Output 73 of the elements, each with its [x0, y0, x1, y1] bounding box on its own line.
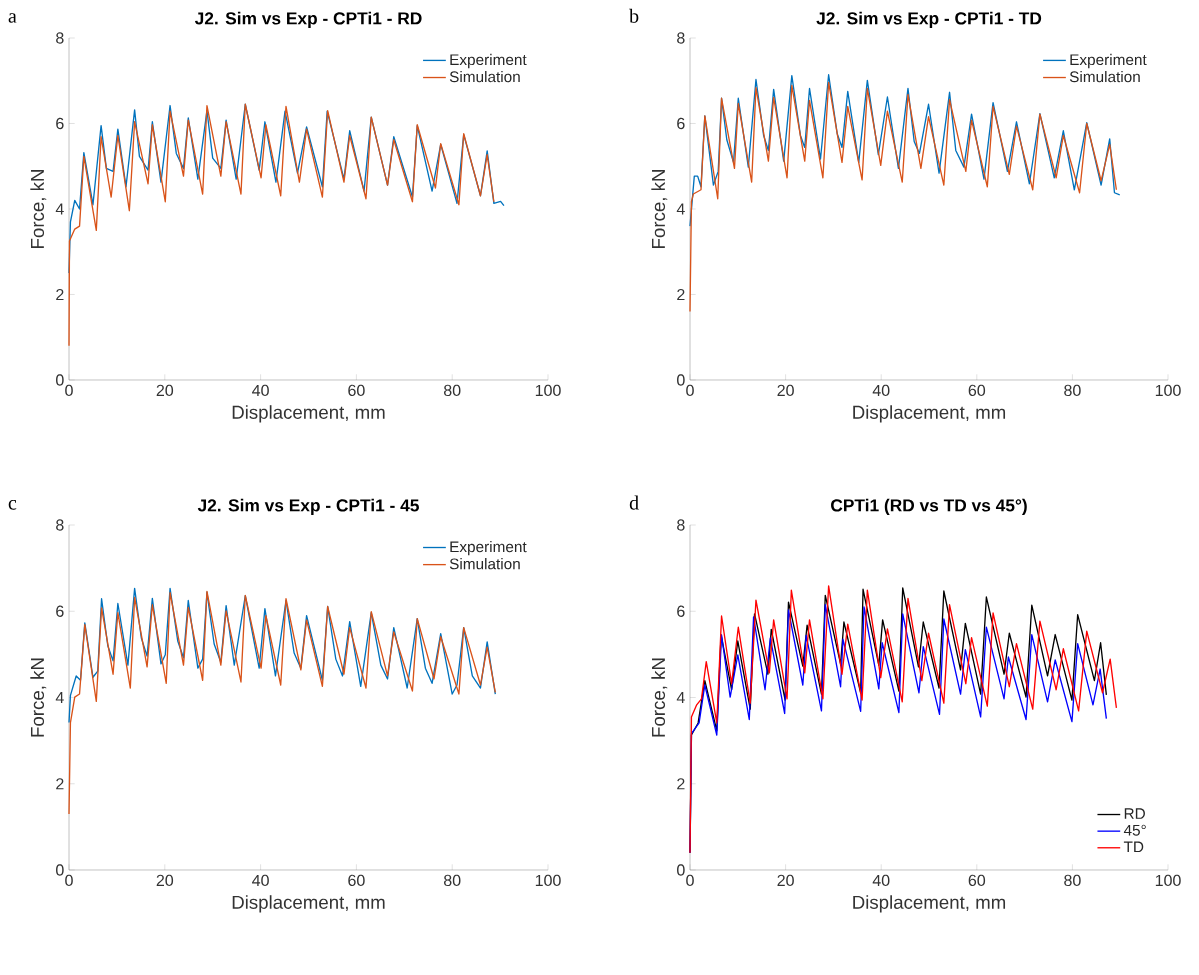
x-tick-label: 60: [968, 384, 986, 397]
x-tick-label: 80: [1064, 874, 1081, 887]
x-tick-label: 60: [348, 384, 365, 397]
x-tick-label: 100: [1155, 874, 1181, 887]
x-tick-label: 0: [65, 874, 73, 887]
legend-label: Simulation: [449, 558, 520, 570]
y-tick-label: 0: [56, 864, 64, 876]
x-tick-label: 20: [156, 874, 174, 887]
x-tick-label: 20: [156, 384, 174, 397]
y-axis-title: Force, kN: [651, 658, 668, 737]
x-tick-label: 100: [1155, 384, 1181, 397]
x-tick-label: 80: [1064, 384, 1081, 397]
y-tick-label: 8: [677, 519, 685, 531]
y-tick-label: 8: [56, 32, 64, 44]
x-axis-title: Displacement, mm: [853, 405, 1006, 423]
x-tick-label: 0: [686, 874, 694, 887]
y-tick-label: 2: [677, 778, 685, 790]
legend-label: Experiment: [450, 540, 527, 556]
x-tick-label: 100: [535, 384, 561, 397]
y-tick-label: 6: [56, 117, 64, 130]
legend-label: Experiment: [1070, 53, 1147, 69]
x-tick-label: 20: [777, 384, 794, 397]
x-tick-label: 0: [686, 384, 694, 397]
x-axis-title: Displacement, mm: [232, 405, 385, 423]
legend-label: Simulation: [449, 70, 520, 83]
legend-label: Simulation: [1069, 70, 1140, 83]
text: c: [8, 500, 17, 510]
legend-label: TD: [1123, 841, 1144, 853]
y-tick-label: 4: [676, 692, 685, 704]
x-tick-label: 40: [872, 384, 890, 397]
x-tick-label: 20: [777, 874, 794, 887]
x-axis-title: Displacement, mm: [853, 895, 1006, 913]
x-tick-label: 40: [872, 874, 890, 887]
line-series: [689, 81, 1118, 313]
chart-title: J2. Sim vs Exp - CPTi1 - RD: [194, 11, 422, 28]
y-tick-label: 8: [677, 32, 685, 44]
line-series: [68, 587, 496, 724]
chart-title: J2. Sim vs Exp - CPTi1 - TD: [816, 11, 1042, 28]
text: a: [8, 13, 17, 23]
y-tick-label: 4: [676, 203, 685, 215]
x-axis-title: Displacement, mm: [232, 895, 385, 913]
text: b: [629, 8, 639, 23]
y-tick-label: 2: [56, 288, 64, 301]
line-series: [68, 103, 495, 347]
y-tick-label: 6: [677, 117, 685, 130]
y-tick-label: 0: [56, 374, 64, 386]
y-axis-title: Force, kN: [651, 170, 668, 248]
x-tick-label: 0: [65, 384, 73, 397]
legend-label: Experiment: [450, 53, 527, 69]
x-tick-label: 100: [535, 874, 561, 887]
y-tick-label: 4: [55, 203, 64, 215]
y-tick-label: 4: [55, 692, 64, 704]
text: d: [629, 495, 639, 510]
x-tick-label: 80: [444, 384, 461, 397]
chart-title: J2. Sim vs Exp - CPTi1 - 45: [197, 498, 419, 515]
legend-label: RD: [1124, 808, 1145, 819]
y-tick-label: 0: [677, 374, 685, 386]
y-tick-label: 6: [56, 605, 64, 617]
y-axis-title: Force, kN: [30, 658, 47, 737]
y-tick-label: 0: [677, 864, 685, 876]
y-tick-label: 8: [56, 519, 64, 531]
line-series: [68, 590, 496, 815]
x-tick-label: 40: [252, 874, 269, 887]
y-tick-label: 2: [56, 778, 64, 790]
y-tick-label: 2: [677, 288, 685, 301]
legend-label: 45°: [1123, 824, 1146, 836]
x-tick-label: 80: [444, 874, 461, 887]
x-tick-label: 40: [252, 384, 269, 397]
chart-title: CPTi1 (RD vs TD vs 45°): [831, 498, 1027, 515]
x-tick-label: 60: [968, 874, 986, 887]
x-tick-label: 60: [348, 874, 365, 887]
y-tick-label: 6: [677, 605, 685, 617]
y-axis-title: Force, kN: [30, 170, 47, 248]
